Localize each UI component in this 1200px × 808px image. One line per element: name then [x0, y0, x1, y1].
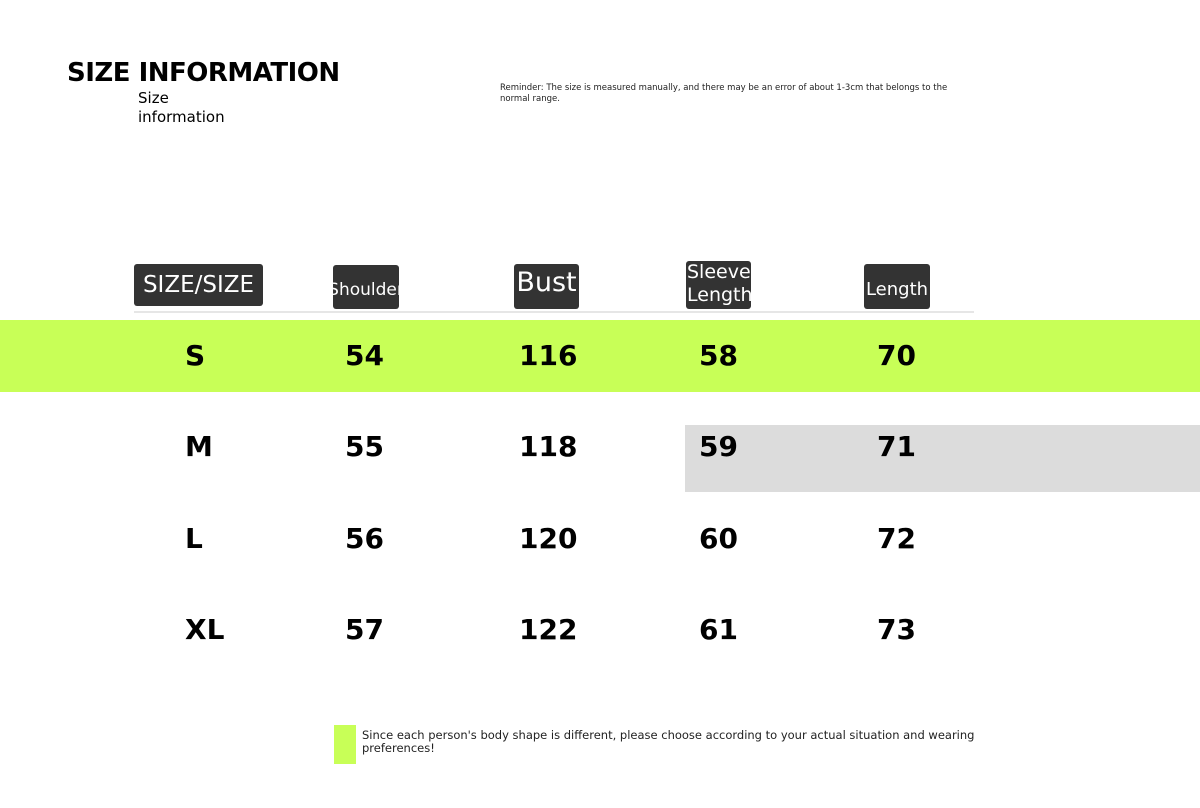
- length-cell: 70: [877, 339, 916, 372]
- sleeve-length-cell: 60: [699, 522, 738, 555]
- size-cell: L: [185, 522, 203, 555]
- table-row: M 55 118 59 71: [0, 427, 1200, 467]
- footer-note: Since each person's body shape is differ…: [362, 728, 975, 755]
- page-subtitle: Size information: [138, 89, 225, 126]
- page-title: SIZE INFORMATION: [67, 58, 340, 88]
- shoulder-cell: 57: [345, 613, 384, 646]
- sleeve-length-cell: 61: [699, 613, 738, 646]
- table-row: L 56 120 60 72: [0, 519, 1200, 559]
- sleeve-length-cell: 58: [699, 339, 738, 372]
- size-cell: M: [185, 430, 213, 463]
- column-header-size: SIZE/SIZE: [134, 264, 263, 306]
- bust-cell: 122: [519, 613, 578, 646]
- row-highlight-band: [0, 320, 1200, 392]
- row-gray-highlight: [685, 425, 1200, 492]
- shoulder-cell: 55: [345, 430, 384, 463]
- column-header-length: Length: [864, 264, 930, 309]
- bust-cell: 116: [519, 339, 578, 372]
- header-divider: [134, 311, 974, 313]
- bust-cell: 120: [519, 522, 578, 555]
- length-cell: 72: [877, 522, 916, 555]
- length-cell: 73: [877, 613, 916, 646]
- size-cell: XL: [185, 613, 225, 646]
- note-accent-bar: [334, 725, 356, 764]
- shoulder-cell: 54: [345, 339, 384, 372]
- column-header-shoulder: Shoulder: [333, 265, 399, 309]
- sleeve-length-cell: 59: [699, 430, 738, 463]
- size-cell: S: [185, 339, 206, 372]
- column-header-sleeve-length: Sleeve Length: [686, 261, 751, 309]
- reminder-note: Reminder: The size is measured manually,…: [500, 83, 948, 104]
- table-row: XL 57 122 61 73: [0, 610, 1200, 650]
- table-row: S 54 116 58 70: [0, 336, 1200, 376]
- shoulder-cell: 56: [345, 522, 384, 555]
- length-cell: 71: [877, 430, 916, 463]
- column-header-bust: Bust: [514, 264, 579, 309]
- bust-cell: 118: [519, 430, 578, 463]
